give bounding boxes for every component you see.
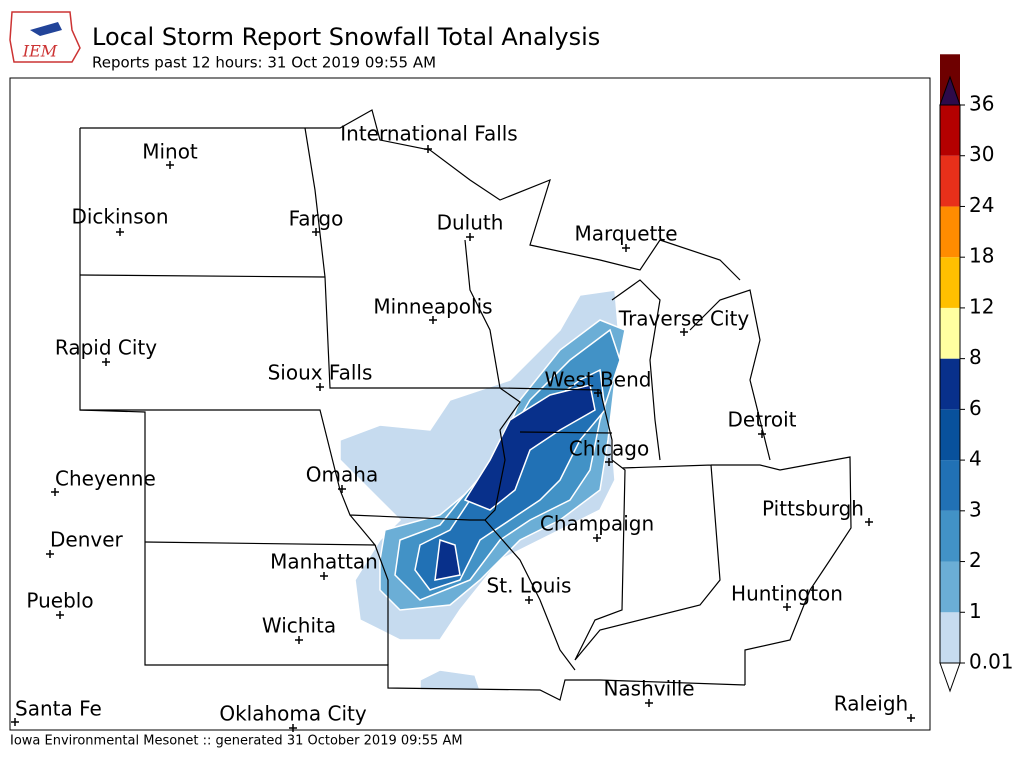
city-marker: [116, 228, 124, 236]
city-marker: [680, 328, 688, 336]
border: [80, 109, 741, 281]
colorbar-under: [939, 662, 961, 693]
city-marker: [166, 161, 174, 169]
city-marker: [289, 724, 297, 732]
title: Local Storm Report Snowfall Total Analys…: [92, 23, 600, 51]
city-label: Manhattan: [270, 550, 378, 574]
city-marker: [320, 572, 328, 580]
colorbar-segment: [940, 307, 960, 359]
colorbar-tick-label: 2: [969, 548, 982, 572]
city-marker: [645, 699, 653, 707]
city-label: St. Louis: [487, 574, 572, 598]
city-label: Raleigh: [834, 692, 909, 716]
city-label: Pittsburgh: [762, 497, 864, 521]
footer: Iowa Environmental Mesonet :: generated …: [10, 734, 463, 749]
colorbar-frame: [939, 104, 961, 664]
city-label: Chicago: [569, 437, 649, 461]
city-label: Minneapolis: [373, 295, 492, 319]
border: [79, 127, 521, 521]
city-marker: [907, 714, 915, 722]
city-label: Santa Fe: [15, 697, 102, 721]
city-marker: [312, 228, 320, 236]
city-marker: [102, 358, 110, 366]
iowa-outline: [9, 11, 81, 63]
colorbar-segment: [940, 460, 960, 511]
colorbar-tick-label: 18: [969, 244, 994, 268]
city-label: Wichita: [262, 614, 336, 638]
colorbar-tick-label: 12: [969, 294, 994, 318]
city-label: Denver: [50, 528, 124, 552]
colorbar-tick-label: 4: [969, 447, 982, 471]
colorbar-segment: [940, 206, 960, 258]
city-marker: [525, 596, 533, 604]
colorbar-segment: [940, 409, 960, 461]
colorbar-tick-label: 0.01: [969, 650, 1014, 674]
borders: [79, 109, 852, 701]
city-marker: [783, 603, 791, 611]
city-label: Fargo: [289, 207, 344, 231]
city-label: Omaha: [306, 463, 378, 487]
city-label: Oklahoma City: [219, 702, 367, 726]
colorbar-segment: [940, 561, 960, 613]
city-label: Huntington: [731, 582, 843, 606]
colorbar-segment: [940, 155, 960, 207]
snow-analysis: [339, 289, 626, 691]
city-label: Dickinson: [71, 205, 168, 229]
colorbar-segment: [940, 612, 960, 663]
city-label: Rapid City: [55, 336, 157, 360]
city-label: Sioux Falls: [268, 361, 373, 385]
colorbar-segment: [940, 257, 960, 308]
colorbar-segment: [940, 105, 960, 156]
city-marker: [429, 316, 437, 324]
city-marker: [466, 233, 474, 241]
colorbar-tick-label: 6: [969, 396, 982, 420]
city-label: Marquette: [574, 222, 677, 246]
border: [611, 279, 771, 461]
border: [144, 239, 852, 685]
city-label: Pueblo: [26, 589, 93, 613]
colorbar-tick-label: 1: [969, 599, 982, 623]
city-label: Traverse City: [618, 307, 750, 331]
colorbar-segment: [940, 358, 960, 410]
city-marker: [338, 485, 346, 493]
city-marker: [51, 488, 59, 496]
colorbar-tick-label: 8: [969, 345, 982, 369]
subtitle: Reports past 12 hours: 31 Oct 2019 09:55…: [92, 54, 436, 72]
city-label: Minot: [142, 140, 198, 164]
logo-text: IEM: [22, 42, 58, 61]
city-label: Champaign: [540, 512, 654, 536]
city-marker: [593, 534, 601, 542]
city-marker: [605, 458, 613, 466]
colorbar-tick-label: 24: [969, 193, 994, 217]
city-label: Nashville: [603, 677, 694, 701]
city-marker: [424, 145, 432, 153]
city-label: West Bend: [545, 368, 652, 392]
logo-icon: [30, 22, 62, 36]
cities: Minot International Falls Dickinson Fargo Du…: [11, 122, 915, 732]
city-marker: [11, 718, 19, 726]
colorbar-tick-label: 3: [969, 497, 982, 521]
colorbar-segment: [940, 510, 960, 562]
city-marker: [865, 518, 873, 526]
city-label: International Falls: [340, 122, 517, 146]
snow-contour: [434, 384, 596, 581]
border: [79, 128, 746, 701]
city-label: Cheyenne: [55, 467, 156, 491]
colorbar-tick-label: 36: [969, 92, 994, 116]
city-marker: [295, 636, 303, 644]
city-marker: [758, 430, 766, 438]
city-marker: [316, 383, 324, 391]
colorbar-tick-label: 30: [969, 142, 994, 166]
city-label: Detroit: [728, 408, 797, 432]
city-marker: [594, 389, 602, 397]
city-label: Duluth: [437, 211, 504, 235]
city-marker: [56, 611, 64, 619]
city-marker: [46, 550, 54, 558]
logo: IEM: [9, 11, 81, 63]
city-marker: [622, 244, 630, 252]
